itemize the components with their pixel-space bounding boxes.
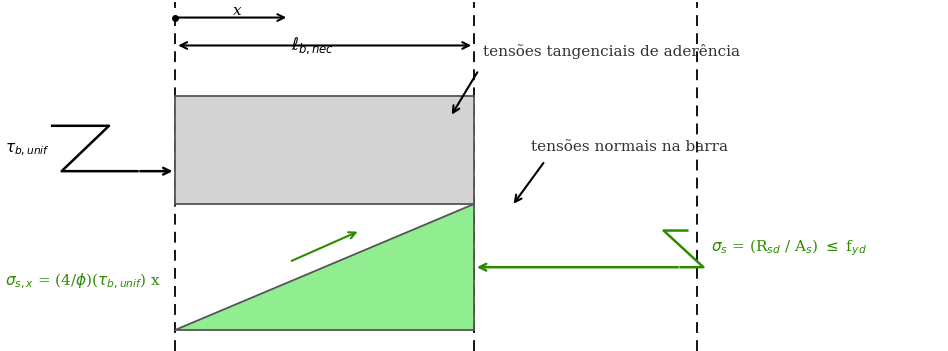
Polygon shape	[175, 204, 474, 330]
Text: tensões tangenciais de aderência: tensões tangenciais de aderência	[483, 45, 740, 59]
Text: x: x	[232, 4, 242, 18]
Text: $\ell_{b,nec}$: $\ell_{b,nec}$	[291, 35, 335, 56]
Text: $\sigma_{s,x}$ = (4/$\phi$)($\tau_{b,unif}$) x: $\sigma_{s,x}$ = (4/$\phi$)($\tau_{b,uni…	[5, 272, 161, 291]
Text: tensões normais na barra: tensões normais na barra	[531, 140, 728, 154]
Bar	[175, 96, 474, 204]
Text: $\sigma_s$ = (R$_{sd}$ / A$_s$) $\leq$ f$_{yd}$: $\sigma_s$ = (R$_{sd}$ / A$_s$) $\leq$ f…	[711, 238, 866, 258]
Text: $\tau_{b,unif}$: $\tau_{b,unif}$	[5, 142, 49, 158]
